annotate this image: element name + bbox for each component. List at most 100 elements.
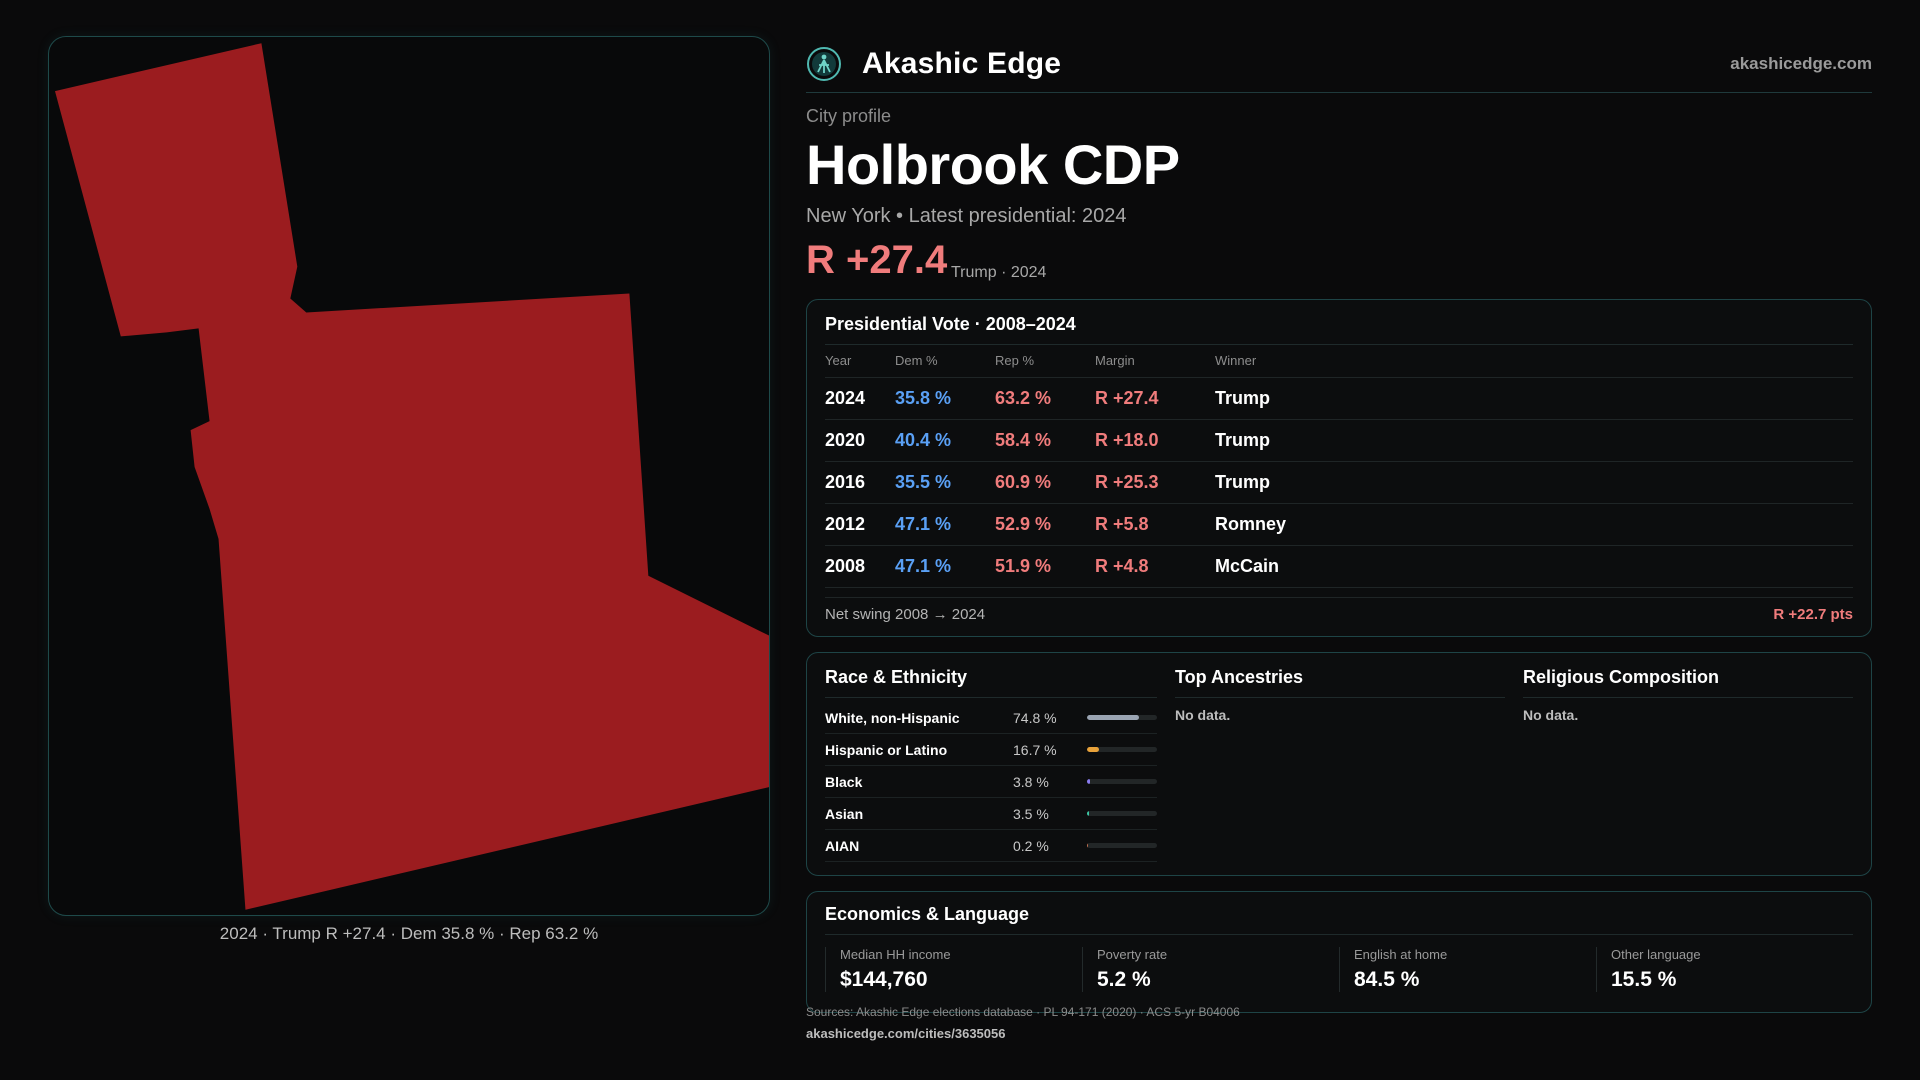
cell-rep: 58.4 % [995,419,1095,462]
stat-label: Median HH income [840,947,951,962]
cell-margin: R +25.3 [1095,461,1215,504]
race-bar-fill [1087,811,1090,816]
stat-value: 15.5 % [1611,968,1677,991]
cell-year: 2012 [825,503,895,546]
cell-dem: 47.1 % [895,503,995,546]
latest-margin-note: Trump · 2024 [951,264,1047,281]
page-kicker: City profile [806,106,892,126]
religion-title: Religious Composition [1523,667,1853,698]
col-header-rep: Rep % [995,345,1095,378]
cell-winner: Trump [1215,461,1853,504]
net-swing-value: R +22.7 pts [1773,605,1853,623]
race-name: AIAN [825,837,860,854]
header: Akashic Edge akashicedge.com [806,36,1872,93]
map-caption: 2024 · Trump R +27.4 · Dem 35.8 % · Rep … [219,924,599,943]
map-panel[interactable] [48,36,770,916]
presidential-vote-card: Presidential Vote · 2008–2024 Year Dem %… [806,299,1872,637]
economics-title: Economics & Language [825,904,1853,935]
page-url[interactable]: akashicedge.com/cities/3635056 [806,1026,1006,1041]
stat-english-at-home: English at home 84.5 % [1339,947,1596,992]
race-ethnicity-section: Race & Ethnicity White, non-Hispanic 74.8… [825,667,1157,875]
cell-rep: 51.9 % [995,545,1095,588]
economics-stats: Median HH income $144,760 Poverty rate 5… [825,947,1853,992]
cell-dem: 40.4 % [895,419,995,462]
cell-winner: Romney [1215,503,1853,546]
cell-year: 2016 [825,461,895,504]
cell-year: 2008 [825,545,895,588]
presidential-vote-title: Presidential Vote · 2008–2024 [825,314,1853,345]
race-bar-fill [1087,715,1140,720]
race-name: Asian [825,805,864,822]
table-row: 2012 47.1 % 52.9 % R +5.8 Romney [825,503,1853,546]
race-value: 74.8 % [1013,709,1057,726]
economics-card: Economics & Language Median HH income $1… [806,891,1872,1013]
sources-note: Sources: Akashic Edge elections database… [806,1005,1240,1019]
cell-dem: 35.8 % [895,377,995,420]
cell-year: 2020 [825,419,895,462]
cell-margin: R +18.0 [1095,419,1215,462]
stat-label: Poverty rate [1097,947,1168,962]
akashic-edge-logo-icon [807,47,841,81]
race-row: White, non-Hispanic 74.8 % [825,702,1157,734]
ancestries-section: Top Ancestries No data. [1175,667,1505,875]
city-boundary-shape [54,43,769,910]
cell-margin: R +27.4 [1095,377,1215,420]
brand-name: Akashic Edge [862,47,1062,80]
stat-label: Other language [1611,947,1701,962]
race-value: 16.7 % [1013,741,1057,758]
race-bar-track [1087,715,1157,720]
race-bar-track [1087,843,1157,848]
stat-value: 84.5 % [1354,968,1420,991]
cell-dem: 47.1 % [895,545,995,588]
page-subtitle: New York • Latest presidential: 2024 [806,205,1127,227]
cell-margin: R +5.8 [1095,503,1215,546]
race-name: Black [825,773,863,790]
race-row: Asian 3.5 % [825,798,1157,830]
stat-label: English at home [1354,947,1448,962]
cell-rep: 60.9 % [995,461,1095,504]
stat-poverty-rate: Poverty rate 5.2 % [1082,947,1339,992]
col-header-year: Year [825,345,895,378]
race-value: 3.5 % [1013,805,1049,822]
religion-no-data: No data. [1523,707,1579,723]
col-header-margin: Margin [1095,345,1215,378]
race-bar-fill [1087,779,1090,784]
cell-winner: Trump [1215,377,1853,420]
stat-other-language: Other language 15.5 % [1596,947,1853,992]
race-bar-fill [1087,843,1089,848]
cell-margin: R +4.8 [1095,545,1215,588]
race-row: Black 3.8 % [825,766,1157,798]
stat-value: $144,760 [840,968,928,991]
stat-median-income: Median HH income $144,760 [825,947,1082,992]
ancestries-no-data: No data. [1175,707,1231,723]
cell-winner: Trump [1215,419,1853,462]
net-swing: Net swing 2008 → 2024 R +22.7 pts [825,596,1853,623]
race-ethnicity-title: Race & Ethnicity [825,667,1157,698]
col-header-winner: Winner [1215,345,1853,378]
race-bar-fill [1087,747,1099,752]
cell-year: 2024 [825,377,895,420]
cell-winner: McCain [1215,545,1853,588]
ancestries-title: Top Ancestries [1175,667,1505,698]
race-value: 0.2 % [1013,837,1049,854]
religion-section: Religious Composition No data. [1523,667,1853,875]
race-name: Hispanic or Latino [825,741,948,758]
site-link[interactable]: akashicedge.com [1730,54,1872,73]
demographics-card: Race & Ethnicity White, non-Hispanic 74.8… [806,652,1872,876]
table-row: 2024 35.8 % 63.2 % R +27.4 Trump [825,377,1853,420]
latest-margin: R +27.4 [806,238,948,282]
city-boundary-map [54,43,769,910]
race-list: White, non-Hispanic 74.8 % Hispanic or Lat… [825,702,1157,862]
race-name: White, non-Hispanic [825,709,960,726]
presidential-vote-table: Year Dem % Rep % Margin Winner 2024 35.8… [825,345,1853,588]
table-row: 2020 40.4 % 58.4 % R +18.0 Trump [825,419,1853,462]
race-bar-track [1087,779,1157,784]
race-bar-track [1087,747,1157,752]
cell-dem: 35.5 % [895,461,995,504]
race-row: AIAN 0.2 % [825,830,1157,862]
race-bar-track [1087,811,1157,816]
cell-rep: 52.9 % [995,503,1095,546]
stat-value: 5.2 % [1097,968,1151,991]
page-title: Holbrook CDP [806,133,1180,196]
cell-rep: 63.2 % [995,377,1095,420]
